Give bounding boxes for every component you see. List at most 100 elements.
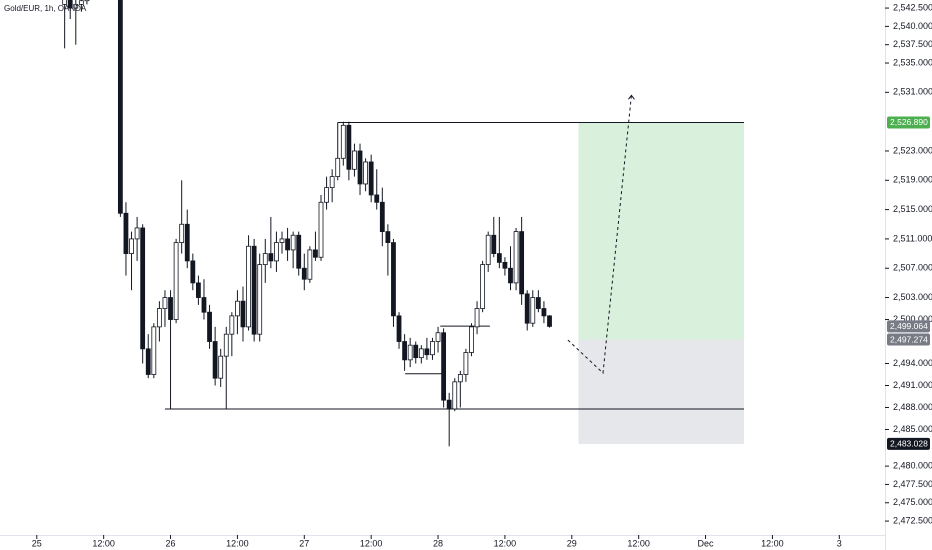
- candle-body: [268, 253, 274, 262]
- candle-body: [374, 194, 380, 203]
- y-tick-label: 2,494.000: [893, 358, 932, 368]
- candle-body: [463, 352, 469, 375]
- candle-body: [162, 297, 168, 309]
- x-tick-label: 12:00: [494, 538, 517, 548]
- candle-body: [168, 297, 173, 320]
- candle-body: [407, 344, 413, 361]
- candle-body: [196, 282, 201, 298]
- candle-body: [246, 245, 251, 328]
- candle-body: [73, 3, 79, 9]
- candle-body: [329, 176, 335, 189]
- candle-body: [424, 348, 430, 356]
- y-tick-label: 2,477.500: [893, 479, 932, 489]
- candle-body: [396, 315, 402, 342]
- candle-body: [346, 124, 352, 170]
- candle-body: [78, 0, 84, 5]
- price-label: 2,499.064: [890, 321, 928, 331]
- y-tick-label: 2,540.000: [893, 21, 932, 31]
- candle-body: [324, 187, 329, 203]
- candle-body: [129, 238, 134, 254]
- price-label: 2,483.028: [890, 439, 928, 449]
- stop-box: [578, 339, 745, 444]
- candle-body: [352, 150, 357, 170]
- candle-body: [491, 234, 497, 254]
- candle-body: [62, 0, 68, 5]
- candle-body: [474, 308, 480, 328]
- candle-body: [251, 245, 257, 335]
- candle-body: [290, 234, 296, 251]
- y-tick-label: 2,491.000: [893, 380, 932, 390]
- candle-body: [418, 348, 424, 359]
- candle-body: [413, 344, 419, 359]
- candle-body: [123, 212, 129, 254]
- candle-body: [184, 223, 190, 262]
- candle-body: [385, 231, 391, 243]
- candle-body: [541, 308, 547, 317]
- candle-body: [117, 0, 123, 214]
- candle-body: [262, 253, 268, 265]
- candle-body: [430, 341, 435, 356]
- candle-body: [480, 264, 486, 309]
- target-box: [578, 122, 745, 340]
- candle-body: [368, 161, 374, 196]
- y-tick-label: 2,488.000: [893, 402, 932, 412]
- candle-body: [190, 260, 196, 284]
- candle-body: [363, 161, 368, 185]
- x-tick-label: Dec: [698, 538, 715, 548]
- price-label-bg: [887, 333, 930, 346]
- price-label-bg: [887, 320, 930, 333]
- chart-title: Gold/EUR, 1h, OANDA: [4, 4, 87, 13]
- candle-body: [452, 381, 458, 410]
- candle-body: [207, 311, 212, 342]
- candle-body: [469, 326, 474, 353]
- candle-body: [285, 238, 290, 251]
- x-tick-label: 12:00: [627, 538, 650, 548]
- y-tick-label: 2,500.000: [893, 314, 932, 324]
- y-tick-label: 2,507.000: [893, 263, 932, 273]
- candle-body: [402, 341, 408, 361]
- x-tick-label: 27: [299, 538, 309, 548]
- candle-body: [318, 201, 324, 258]
- y-tick-label: 2,480.000: [893, 460, 932, 470]
- projection-path: [567, 95, 632, 375]
- candle-body: [391, 242, 396, 317]
- projection-arrowhead: [628, 94, 635, 100]
- y-tick-label: 2,511.000: [893, 233, 932, 243]
- candle-body: [530, 297, 536, 324]
- candle-body: [307, 249, 313, 280]
- candle-body: [301, 267, 307, 280]
- candle-body: [229, 315, 235, 335]
- candle-body: [151, 326, 157, 375]
- candle-body: [379, 201, 385, 232]
- candle-body: [496, 253, 502, 263]
- candle-body: [201, 297, 207, 313]
- candle-body: [457, 374, 463, 383]
- candle-body: [547, 315, 552, 327]
- plot-area: [62, 0, 745, 447]
- price-label-bg: [887, 116, 930, 129]
- x-tick-label: 28: [433, 538, 443, 548]
- candle-body: [240, 300, 246, 328]
- candle-body: [446, 399, 452, 410]
- candle-body: [274, 242, 279, 262]
- x-tick-label: 12:00: [360, 538, 383, 548]
- candle-body: [340, 124, 346, 159]
- candle-body: [84, 0, 90, 2]
- candle-body: [508, 267, 513, 284]
- y-tick-label: 2,475.000: [893, 497, 932, 507]
- candle-body: [519, 231, 525, 295]
- price-label: 2,526.890: [890, 117, 928, 127]
- candle-body: [156, 308, 162, 328]
- x-tick-label: 12:00: [226, 538, 249, 548]
- candle-body: [335, 157, 341, 178]
- candle-body: [435, 332, 441, 342]
- candle-body: [179, 223, 185, 243]
- candle-body: [296, 234, 302, 269]
- y-tick-label: 2,531.000: [893, 87, 932, 97]
- candle-body: [513, 231, 519, 284]
- candle-body: [235, 300, 240, 317]
- candle-body: [67, 0, 73, 9]
- candle-body: [173, 242, 179, 320]
- candle-body: [134, 227, 140, 240]
